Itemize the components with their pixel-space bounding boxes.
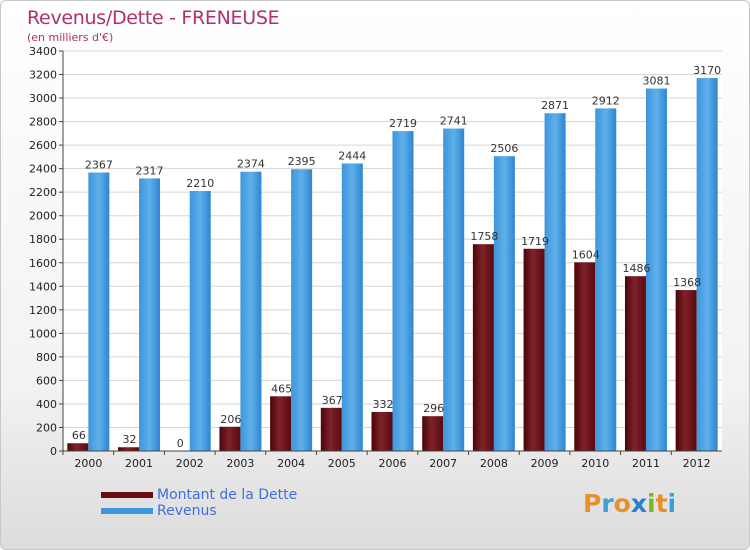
- data-label-revenus: 2719: [389, 117, 417, 130]
- chart-subtitle: (en milliers d'€): [27, 31, 114, 44]
- x-tick-label: 2011: [632, 457, 660, 470]
- bar-dette: [320, 407, 342, 451]
- y-tick-label: 3200: [29, 69, 57, 82]
- y-tick-label: 3000: [29, 92, 57, 105]
- bar-revenus: [595, 108, 617, 451]
- logo-letter: r: [601, 489, 614, 518]
- x-tick-label: 2012: [683, 457, 711, 470]
- bar-revenus: [696, 78, 718, 451]
- x-tick-label: 2009: [531, 457, 559, 470]
- data-label-dette: 1719: [521, 235, 549, 248]
- logo-letter: t: [655, 489, 668, 518]
- bar-dette: [422, 416, 444, 451]
- data-label-dette: 66: [72, 429, 86, 442]
- bar-revenus: [139, 178, 161, 452]
- data-label-revenus: 2741: [440, 115, 468, 128]
- bar-revenus: [392, 131, 414, 451]
- data-label-dette: 332: [373, 398, 394, 411]
- data-label-dette: 1368: [673, 276, 701, 289]
- y-tick-label: 1400: [29, 280, 57, 293]
- y-tick-label: 2800: [29, 116, 57, 129]
- y-tick-label: 600: [36, 374, 57, 387]
- bar-revenus: [189, 191, 211, 451]
- bar-dette: [523, 248, 545, 451]
- data-label-revenus: 2374: [237, 158, 265, 171]
- data-label-revenus: 2210: [186, 177, 214, 190]
- data-label-dette: 367: [322, 394, 343, 407]
- y-tick-label: 1000: [29, 327, 57, 340]
- proxiti-logo: Proxiti: [583, 489, 676, 518]
- y-tick-label: 1800: [29, 233, 57, 246]
- bar-dette: [219, 426, 241, 451]
- data-label-revenus: 2367: [85, 159, 113, 172]
- bar-dette: [472, 244, 494, 451]
- legend-label-dette: Montant de la Dette: [157, 487, 298, 503]
- y-tick-label: 400: [36, 398, 57, 411]
- data-label-revenus: 2912: [592, 94, 620, 107]
- x-tick-label: 2000: [74, 457, 102, 470]
- data-label-dette: 1486: [622, 262, 650, 275]
- bar-revenus: [544, 113, 566, 451]
- data-label-revenus: 2506: [490, 142, 518, 155]
- bar-revenus: [645, 88, 667, 451]
- data-label-revenus: 2444: [338, 149, 366, 162]
- data-label-dette: 32: [123, 433, 137, 446]
- data-label-dette: 296: [423, 402, 444, 415]
- legend-swatch-dette: [101, 492, 153, 498]
- x-tick-label: 2004: [277, 457, 305, 470]
- data-label-revenus: 2871: [541, 99, 569, 112]
- bar-dette: [371, 411, 393, 451]
- logo-letter: i: [647, 489, 656, 518]
- y-tick-label: 2400: [29, 163, 57, 176]
- y-tick-label: 0: [50, 445, 57, 458]
- data-label-revenus: 2317: [136, 164, 164, 177]
- y-tick-label: 1600: [29, 257, 57, 270]
- x-tick-label: 2003: [226, 457, 254, 470]
- logo-letter: P: [583, 489, 602, 518]
- data-label-revenus: 3081: [642, 75, 670, 88]
- bar-dette: [118, 447, 140, 451]
- data-label-dette: 206: [220, 413, 241, 426]
- logo-letter: o: [613, 489, 631, 518]
- data-label-dette: 465: [271, 382, 292, 395]
- y-tick-label: 2200: [29, 186, 57, 199]
- chart-title: Revenus/Dette - FRENEUSE: [27, 7, 280, 29]
- data-label-revenus: 3170: [693, 64, 721, 77]
- x-tick-label: 2002: [176, 457, 204, 470]
- data-label-dette: 1604: [572, 248, 600, 261]
- legend-swatch-revenus: [101, 508, 153, 514]
- x-tick-label: 2010: [581, 457, 609, 470]
- bar-revenus: [291, 169, 313, 451]
- bar-dette: [270, 396, 292, 451]
- data-label-dette: 0: [177, 437, 184, 450]
- x-tick-label: 2001: [125, 457, 153, 470]
- bar-dette: [574, 262, 596, 451]
- y-tick-label: 2600: [29, 139, 57, 152]
- data-label-revenus: 2395: [288, 155, 316, 168]
- bar-revenus: [88, 172, 110, 451]
- y-tick-label: 1200: [29, 304, 57, 317]
- logo-letter: x: [630, 489, 647, 518]
- y-tick-label: 3400: [29, 45, 57, 58]
- bar-revenus: [341, 163, 363, 451]
- bar-dette: [624, 276, 646, 451]
- bar-dette: [67, 443, 89, 451]
- logo-letter: i: [667, 489, 677, 518]
- bar-revenus: [443, 128, 465, 451]
- bar-revenus: [493, 156, 515, 452]
- x-tick-label: 2007: [429, 457, 457, 470]
- x-tick-label: 2006: [379, 457, 407, 470]
- y-tick-label: 2000: [29, 210, 57, 223]
- y-tick-label: 200: [36, 421, 57, 434]
- y-tick-label: 800: [36, 351, 57, 364]
- legend-label-revenus: Revenus: [157, 503, 217, 519]
- x-tick-label: 2008: [480, 457, 508, 470]
- bar-revenus: [240, 171, 262, 452]
- x-tick-label: 2005: [328, 457, 356, 470]
- data-label-dette: 1758: [470, 230, 498, 243]
- bar-dette: [675, 290, 697, 451]
